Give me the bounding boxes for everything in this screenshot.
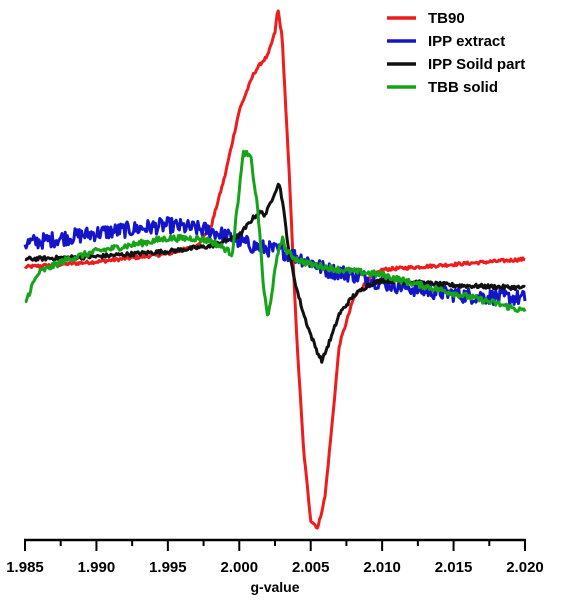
x-tick-label: 1.995 — [149, 559, 187, 576]
x-tick-label: 2.015 — [435, 559, 473, 576]
x-tick-label: 1.990 — [78, 559, 116, 576]
x-tick-label: 1.985 — [6, 559, 44, 576]
x-tick-label: 2.010 — [363, 559, 401, 576]
legend-label: TB90 — [428, 10, 465, 27]
legend-label: IPP extract — [428, 33, 505, 50]
legend-label: TBB solid — [428, 79, 498, 96]
plot-area — [23, 9, 527, 530]
x-tick-label: 2.020 — [506, 559, 544, 576]
x-tick-label: 2.000 — [221, 559, 259, 576]
x-axis-ticks: 1.985 1.990 1.995 2.000 2.005 2.010 2.015 2.020 — [6, 540, 544, 576]
series-line-ipp-soild-part — [24, 182, 526, 364]
x-axis-title: g-value — [250, 579, 299, 595]
series-line-tb90 — [23, 9, 526, 530]
x-tick-label: 2.005 — [292, 559, 330, 576]
series-line-tbb-solid — [24, 149, 527, 317]
legend: TB90 IPP extract IPP Soild part TBB solid — [387, 10, 525, 96]
series-line-ipp-extract — [23, 216, 527, 307]
legend-label: IPP Soild part — [428, 56, 525, 73]
